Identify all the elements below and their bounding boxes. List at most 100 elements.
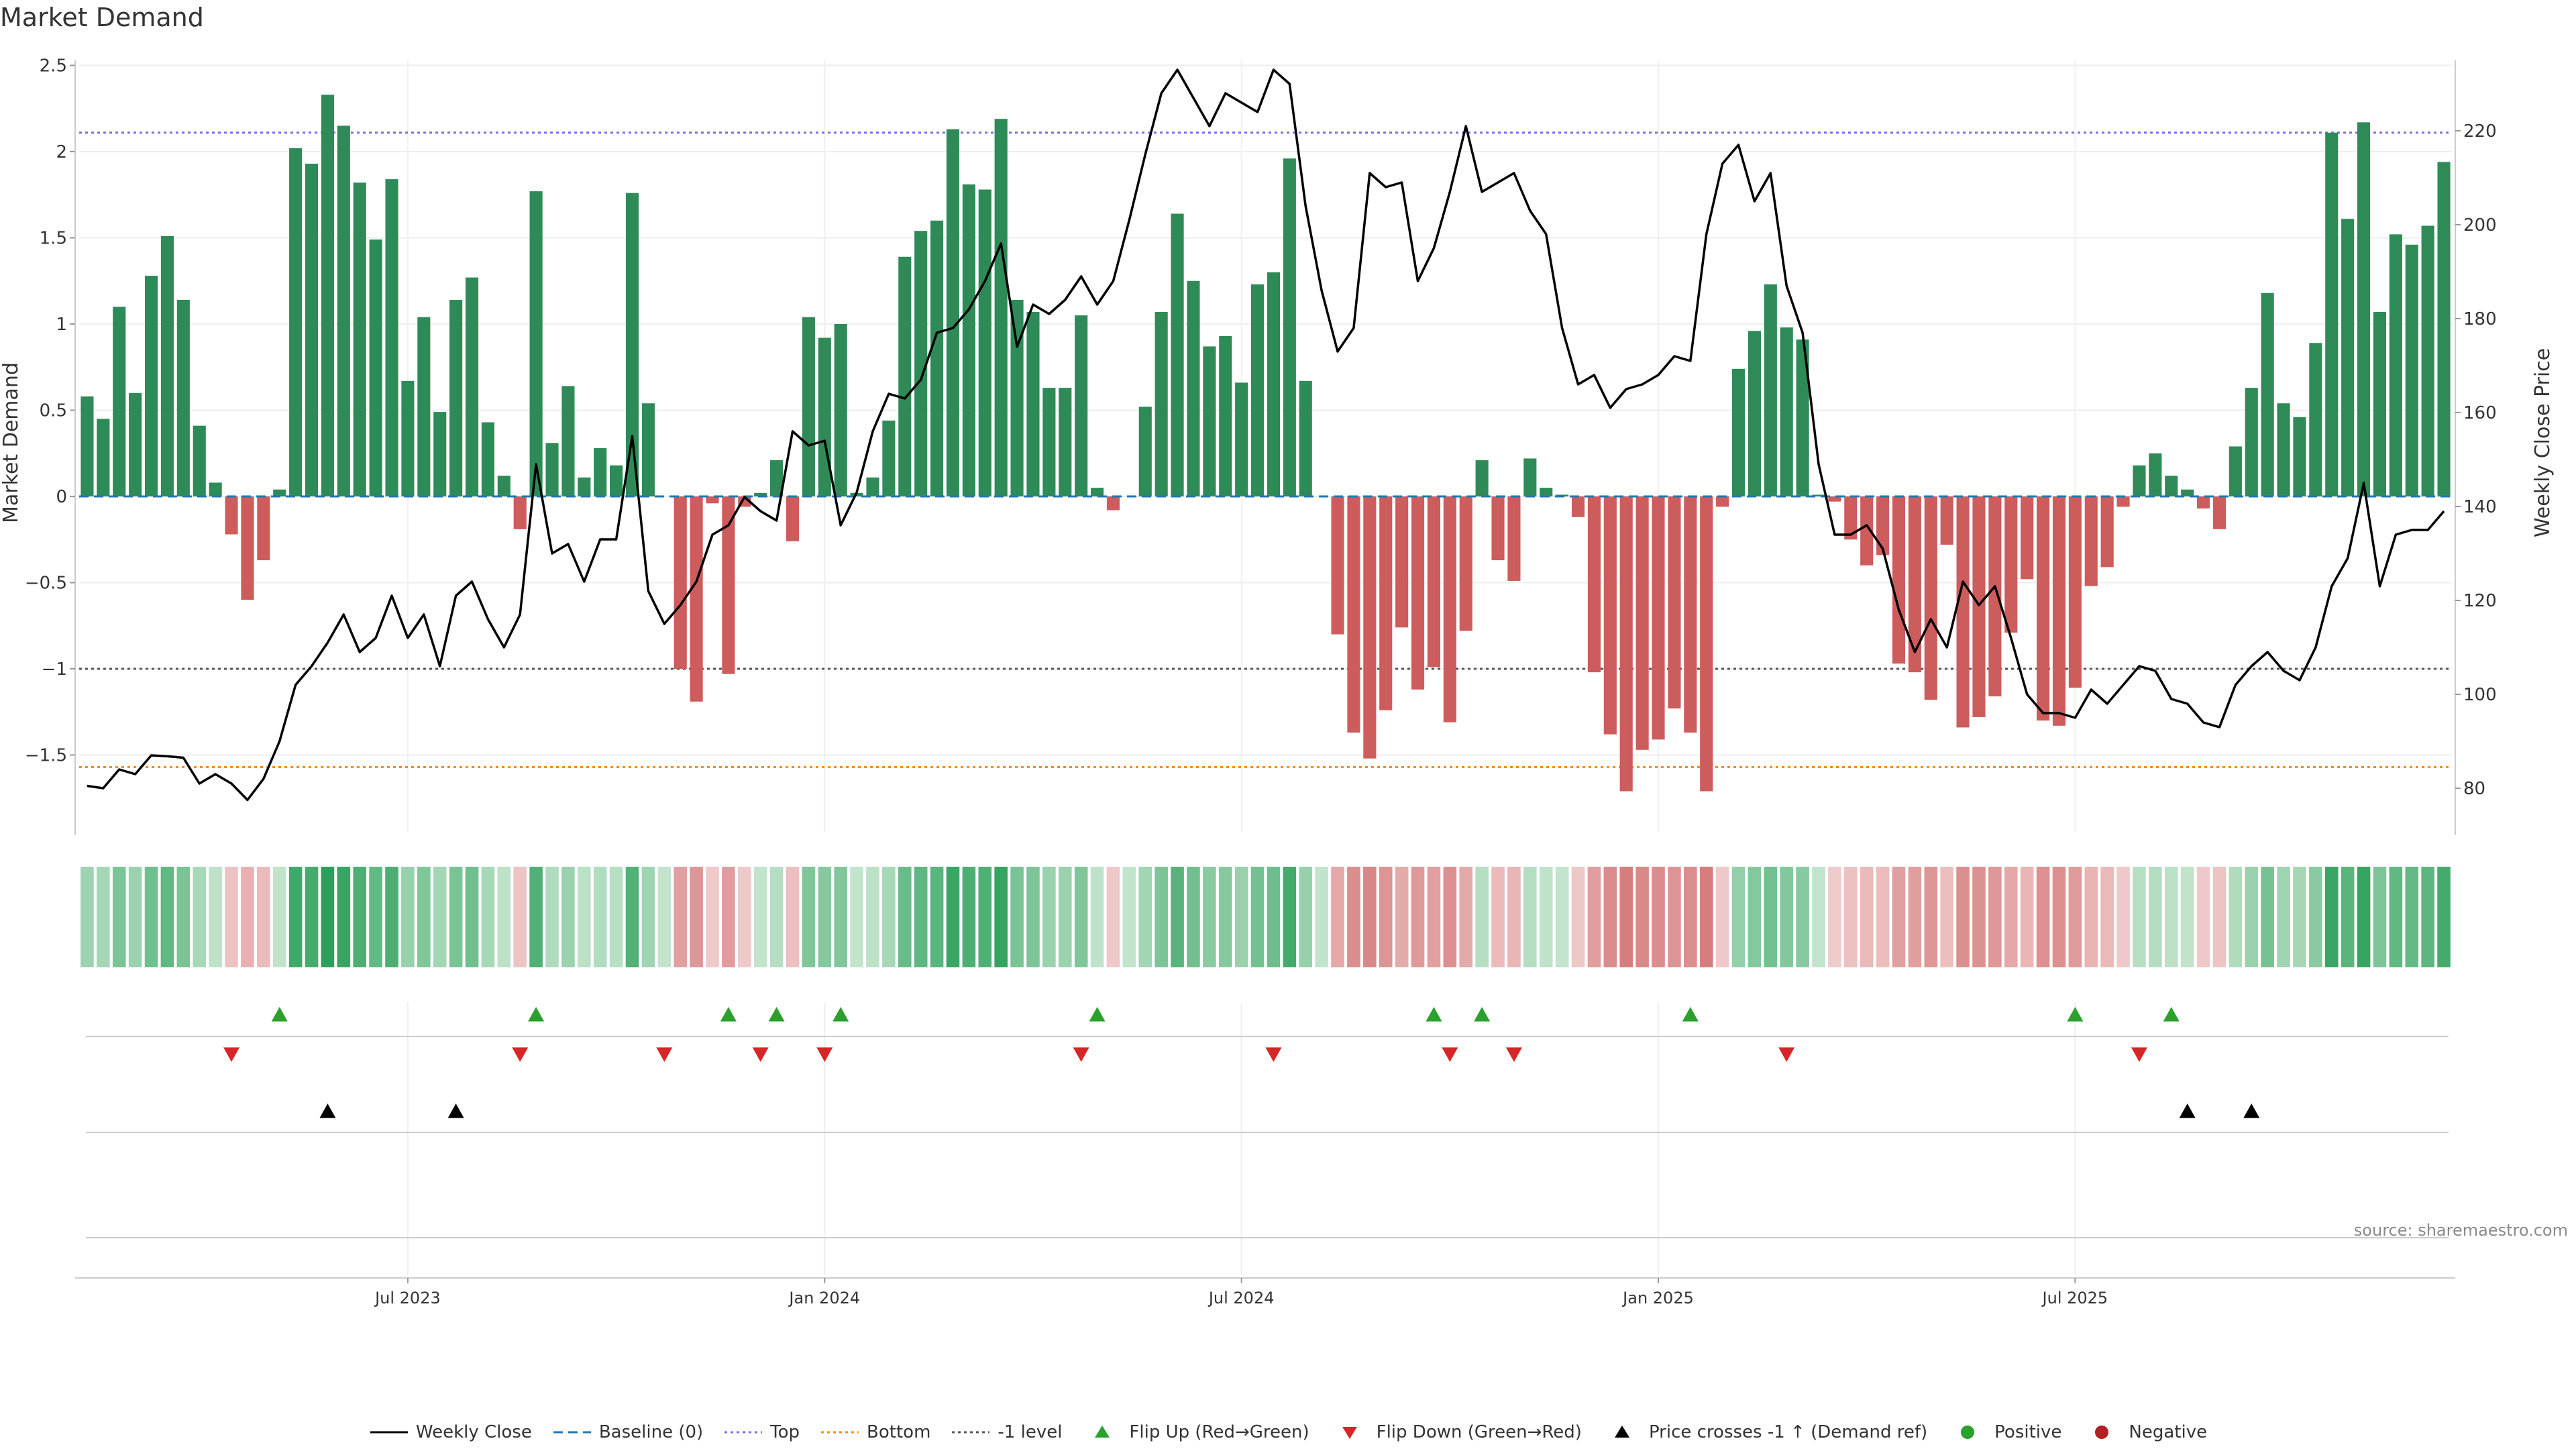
- demand-bar: [2004, 496, 2018, 633]
- demand-bar: [1219, 335, 1232, 496]
- flip-up-marker: [768, 1007, 785, 1022]
- demand-bar: [994, 119, 1008, 497]
- heat-cell: [1171, 867, 1184, 967]
- y-tick-label-right: 220: [2463, 121, 2497, 142]
- legend-label: Flip Up (Red→Green): [1129, 1422, 1309, 1442]
- heat-cell: [176, 867, 191, 967]
- demand-bar: [2309, 343, 2322, 496]
- heat-cell: [1860, 867, 1874, 967]
- demand-bar: [1812, 494, 1825, 496]
- heat-cell: [417, 867, 431, 967]
- heat-cell: [1684, 867, 1697, 967]
- heat-cell: [2116, 867, 2130, 967]
- flip-down-marker: [752, 1047, 769, 1062]
- heat-cell: [1122, 867, 1136, 967]
- demand-bar: [2068, 496, 2082, 688]
- legend-symbol: [821, 1431, 859, 1434]
- demand-bar: [770, 460, 784, 496]
- demand-bar: [497, 476, 511, 496]
- demand-bar: [2100, 496, 2114, 568]
- heat-cell: [481, 867, 495, 967]
- y-tick-label-right: 180: [2463, 309, 2497, 329]
- demand-bar: [2293, 417, 2306, 496]
- demand-bar: [578, 477, 591, 496]
- heat-cell: [529, 867, 543, 967]
- source-note: source: sharemaestro.com: [2353, 1221, 2568, 1240]
- heat-cell: [1876, 867, 1890, 967]
- demand-bar: [465, 277, 479, 496]
- heat-cell: [209, 867, 222, 967]
- heat-cell: [2004, 867, 2018, 967]
- demand-bar: [706, 496, 719, 504]
- y-tick-label-right: 100: [2463, 685, 2497, 705]
- heat-cell: [1796, 867, 1809, 967]
- demand-bar: [2052, 496, 2066, 726]
- demand-bar: [1940, 496, 1953, 545]
- heat-cell: [2324, 867, 2339, 967]
- heat-cell: [1267, 867, 1281, 967]
- heat-cell: [1812, 867, 1825, 967]
- heat-cell: [657, 867, 672, 967]
- demand-bar: [1876, 496, 1890, 555]
- heat-cell: [2277, 867, 2290, 967]
- heat-cell: [272, 867, 286, 967]
- legend-symbol: [2095, 1426, 2109, 1439]
- demand-bar: [113, 307, 126, 496]
- flip-up-marker: [1474, 1007, 1491, 1022]
- legend-item: -1 level: [951, 1422, 1062, 1442]
- flip-down-marker: [223, 1047, 240, 1062]
- heat-cell: [1138, 867, 1152, 967]
- heat-cell: [1539, 867, 1553, 967]
- heat-cell: [1668, 867, 1681, 967]
- demand-bar: [305, 163, 319, 497]
- y-tick-label-left: 2.5: [40, 56, 67, 76]
- y-tick-label-left: 1.5: [40, 229, 67, 249]
- price-cross-marker: [319, 1104, 336, 1118]
- demand-bar: [1780, 327, 1793, 496]
- demand-bar: [2149, 453, 2162, 496]
- heat-cell: [1203, 867, 1216, 967]
- flip-down-marker: [1505, 1047, 1522, 1062]
- legend-symbol: [1961, 1426, 1975, 1439]
- demand-bar: [1363, 496, 1377, 759]
- legend-item: Baseline (0): [552, 1422, 703, 1442]
- heat-cell: [994, 867, 1008, 967]
- demand-bar: [2373, 312, 2387, 496]
- heat-cell: [1523, 867, 1537, 967]
- heat-cell: [1155, 867, 1168, 967]
- heat-cell: [1026, 867, 1040, 967]
- heat-cell: [433, 867, 447, 967]
- heat-cell: [2309, 867, 2322, 967]
- demand-bar: [2021, 496, 2034, 580]
- demand-bar: [225, 496, 238, 535]
- legend-item: Positive: [1947, 1422, 2061, 1442]
- demand-bar: [946, 129, 960, 497]
- heat-cell: [978, 867, 992, 967]
- x-tick-label: Jul 2023: [374, 1289, 441, 1307]
- demand-bar: [1828, 496, 1841, 502]
- demand-bar: [289, 148, 303, 497]
- demand-bar: [1443, 496, 1456, 722]
- heat-cell: [2437, 867, 2451, 967]
- legend-label: Baseline (0): [598, 1422, 704, 1442]
- heat-cell: [193, 867, 207, 967]
- heat-cell: [946, 867, 960, 967]
- y-axis-label-left: Market Demand: [0, 362, 23, 523]
- demand-bar: [401, 380, 415, 496]
- heat-cell: [1715, 867, 1729, 967]
- y-tick-label-left: 0: [56, 487, 67, 507]
- legend-symbol: [370, 1431, 408, 1434]
- heat-cell: [1956, 867, 1970, 967]
- heat-cell: [1106, 867, 1120, 967]
- demand-bar: [80, 396, 94, 496]
- heat-cell: [225, 867, 238, 967]
- demand-bar: [674, 496, 687, 669]
- demand-bar: [625, 193, 639, 496]
- demand-bar: [818, 337, 831, 496]
- heat-cell: [1748, 867, 1762, 967]
- legend-label: Price crosses -1 ↑ (Demand ref): [1648, 1422, 1928, 1442]
- demand-bar: [898, 256, 912, 496]
- demand-bar: [2212, 496, 2226, 529]
- demand-bar: [273, 489, 286, 496]
- flip-up-marker: [2163, 1007, 2180, 1022]
